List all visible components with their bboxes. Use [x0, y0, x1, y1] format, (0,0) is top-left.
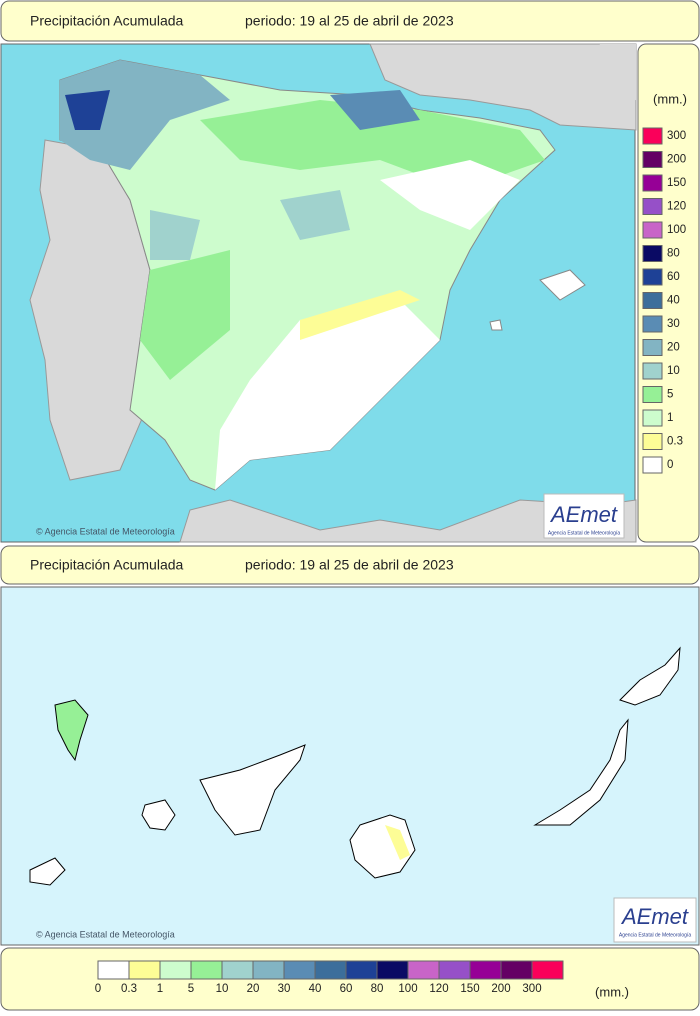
legend-swatch [97, 960, 130, 980]
legend-swatch [642, 386, 663, 403]
legend-label: 0 [667, 459, 673, 471]
legend-label: 60 [340, 983, 353, 995]
logo-subtitle: Agencia Estatal de Meteorología [619, 932, 691, 938]
legend-label: 5 [667, 389, 673, 401]
legend-label: 0 [95, 983, 101, 995]
legend-swatch [531, 960, 564, 980]
title: Precipitación Acumulada [30, 13, 184, 29]
header-box [0, 545, 700, 585]
legend-swatch [469, 960, 502, 980]
legend-label: 200 [491, 983, 510, 995]
legend-label: 200 [667, 154, 686, 166]
logo-subtitle: Agencia Estatal de Meteorología [548, 530, 620, 536]
legend-swatch [159, 960, 192, 980]
logo: AEmet [620, 904, 689, 929]
legend-swatch [642, 315, 663, 333]
period: periodo: 19 al 25 de abril de 2023 [245, 557, 454, 573]
legend-label: 20 [667, 342, 680, 354]
legend-swatch [283, 960, 316, 980]
legend-swatch [438, 960, 471, 980]
legend-label: 100 [667, 224, 686, 236]
legend-label: 10 [216, 983, 229, 995]
legend-label: 300 [522, 983, 541, 995]
legend-label: 80 [667, 248, 680, 260]
legend-swatch [642, 221, 663, 239]
legend-swatch [345, 960, 378, 980]
legend-label: 100 [398, 983, 417, 995]
legend-swatch [642, 433, 663, 450]
header-box [0, 0, 700, 42]
legend-label: 60 [667, 271, 680, 283]
legend-swatch [407, 960, 440, 980]
legend-swatch [642, 292, 663, 309]
legend-label: 10 [667, 365, 680, 377]
credit: © Agencia Estatal de Meteorología [36, 929, 175, 939]
legend-label: 0.3 [667, 436, 683, 448]
legend-swatch [642, 151, 663, 168]
legend-label: 150 [667, 177, 686, 189]
legend-swatch [500, 960, 533, 980]
legend-label: 1 [157, 983, 163, 995]
legend-swatch [128, 960, 161, 980]
legend-label: 0.3 [121, 983, 137, 995]
legend-swatch [314, 960, 347, 980]
legend-swatch [190, 960, 223, 980]
legend-swatch [642, 456, 663, 474]
legend-label: 150 [460, 983, 479, 995]
legend-swatch [221, 960, 254, 980]
legend-unit: (mm.) [595, 984, 629, 999]
legend-horizontal: 0 0.3 1 5 10 20 30 40 60 80 100 120 150 200 300 [95, 960, 564, 995]
legend-label: 120 [667, 201, 686, 213]
legend-label: 5 [188, 983, 194, 995]
legend-label: 80 [371, 983, 384, 995]
legend-vertical: 0 0.3 1 5 10 20 30 40 60 80 100 120 150 200 300 [642, 127, 686, 474]
title: Precipitación Acumulada [30, 557, 184, 573]
legend-label: 20 [247, 983, 260, 995]
legend-label: 300 [667, 130, 686, 142]
canary-map [0, 586, 700, 946]
legend-label: 40 [667, 295, 680, 307]
legend-label: 30 [278, 983, 291, 995]
period: periodo: 19 al 25 de abril de 2023 [245, 13, 454, 29]
peninsula-map [0, 43, 637, 543]
legend-swatch [642, 198, 663, 215]
legend-unit: (mm.) [653, 91, 687, 106]
legend-label: 1 [667, 412, 673, 424]
legend-swatch [642, 127, 663, 145]
credit: © Agencia Estatal de Meteorología [36, 526, 175, 536]
logo: AEmet [549, 502, 618, 527]
legend-swatch [642, 268, 663, 286]
legend-label: 40 [309, 983, 322, 995]
legend-swatch [642, 245, 663, 262]
legend-label: 30 [667, 318, 680, 330]
legend-swatch [252, 960, 285, 980]
legend-swatch [642, 409, 663, 427]
legend-swatch [642, 339, 663, 356]
legend-swatch [376, 960, 409, 980]
legend-label: 120 [429, 983, 448, 995]
legend-swatch [642, 362, 663, 380]
legend-swatch [642, 174, 663, 192]
